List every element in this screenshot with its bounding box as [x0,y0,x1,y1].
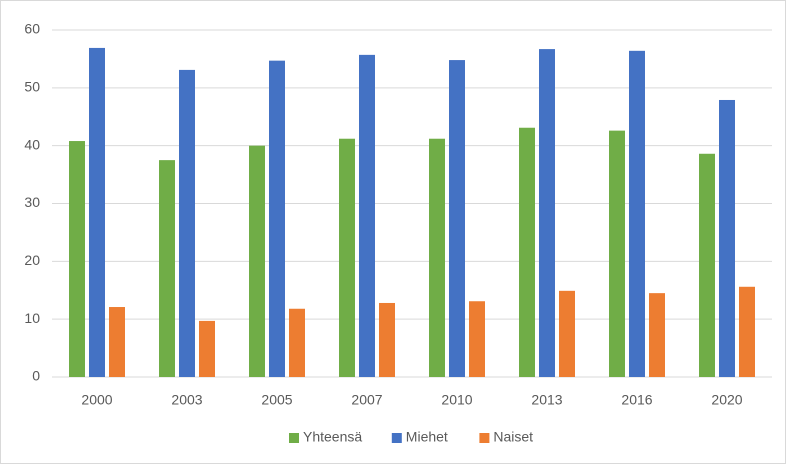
bar [339,138,355,377]
y-tick-label: 0 [32,368,40,384]
bar [539,49,555,378]
legend-label: Yhteensä [303,429,362,445]
x-tick-label: 2013 [531,392,562,408]
legend-swatch [479,433,490,443]
bar [359,54,375,377]
y-tick-label: 20 [24,252,40,268]
bar [649,293,665,377]
bar [159,160,175,377]
x-tick-label: 2003 [171,392,202,408]
x-tick-label: 2010 [441,392,472,408]
bar [89,47,105,377]
bar [69,141,85,377]
bar [109,307,125,377]
bar [739,286,755,377]
bar [609,130,625,377]
bar [719,99,735,377]
legend-label: Naiset [493,429,533,445]
bar [629,50,645,377]
legend-swatch [289,433,299,443]
bar [519,127,535,377]
y-tick-label: 40 [24,136,40,152]
bar [469,301,485,377]
bar [269,60,285,377]
bar [289,308,305,377]
bar [249,145,265,377]
bar [379,302,395,377]
x-tick-label: 2000 [81,392,112,408]
bar [449,60,465,377]
x-tick-label: 2005 [261,392,292,408]
bar [199,320,215,377]
bar [559,290,575,377]
legend-label: Miehet [406,429,448,445]
bar [699,153,715,377]
y-tick-label: 60 [24,21,40,37]
x-tick-label: 2020 [711,392,742,408]
bar [429,138,445,377]
legend-swatch [391,433,402,443]
x-tick-label: 2016 [621,392,652,408]
y-tick-label: 30 [24,194,40,210]
bar [179,69,195,377]
y-tick-label: 10 [24,310,40,326]
y-tick-label: 50 [24,79,40,95]
x-tick-label: 2007 [351,392,382,408]
